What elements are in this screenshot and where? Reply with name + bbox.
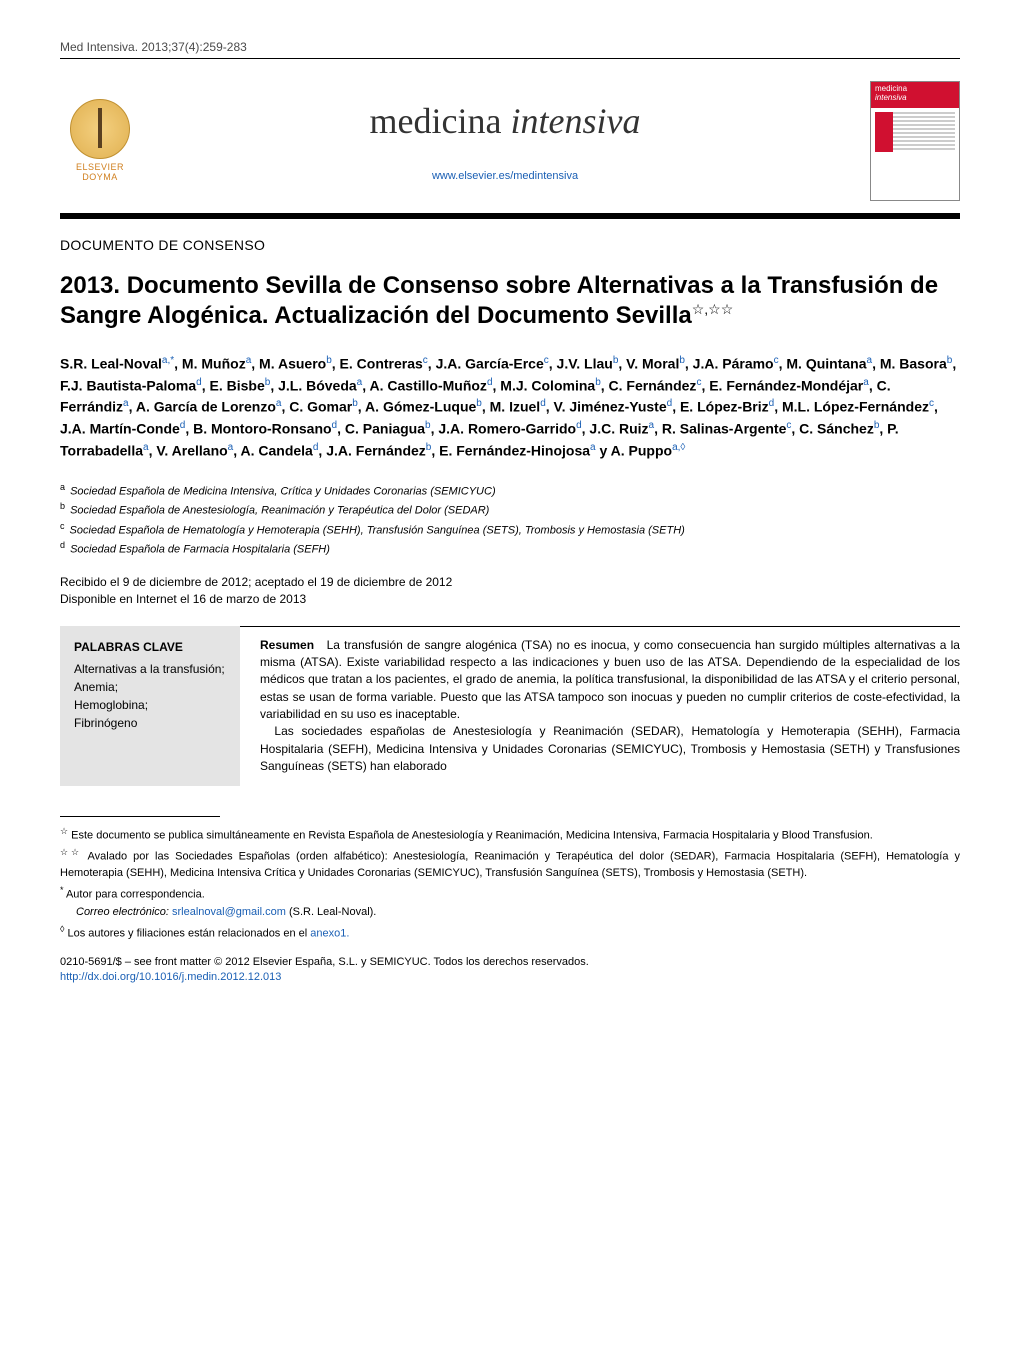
elsevier-text: ELSEVIER DOYMA (76, 163, 124, 183)
publisher-name: ELSEVIER (76, 162, 124, 172)
title-star-marks: ☆,☆☆ (692, 301, 734, 317)
article-title: 2013. Documento Sevilla de Consenso sobr… (60, 271, 960, 331)
footnote-corr: * Autor para correspondencia. (60, 884, 960, 904)
footnote-star1: ☆ Este documento se publica simultáneame… (60, 825, 960, 845)
article-title-text: 2013. Documento Sevilla de Consenso sobr… (60, 272, 938, 329)
footnote-anexo-link[interactable]: anexo1. (310, 928, 349, 940)
dates-block: Recibido el 9 de diciembre de 2012; acep… (60, 574, 960, 608)
footnote-corr-text: Autor para correspondencia. (66, 888, 205, 900)
footnote-star2-text: Avalado por las Sociedades Españolas (or… (60, 851, 960, 879)
affiliation-line: d Sociedad Española de Farmacia Hospital… (60, 539, 960, 558)
publisher-imprint: DOYMA (82, 172, 118, 182)
keywords-items: Alternativas a la transfusión;Anemia;Hem… (74, 660, 226, 732)
abstract-column: Resumen La transfusión de sangre alogéni… (240, 626, 960, 786)
footnotes: ☆ Este documento se publica simultáneame… (60, 825, 960, 943)
keyword-item: Anemia; (74, 678, 226, 696)
abstract-label: Resumen (260, 638, 314, 652)
footnote-diamond-text: Los autores y filiaciones están relacion… (68, 928, 311, 940)
cover-thumb-strip (875, 112, 893, 152)
copyright: 0210-5691/$ – see front matter © 2012 El… (60, 955, 960, 986)
journal-name: medicina intensiva (140, 100, 870, 142)
received-accepted: Recibido el 9 de diciembre de 2012; acep… (60, 574, 960, 591)
keywords-box: PALABRAS CLAVE Alternativas a la transfu… (60, 626, 240, 786)
keyword-item: Fibrinógeno (74, 714, 226, 732)
affiliation-line: b Sociedad Española de Anestesiología, R… (60, 500, 960, 519)
abstract-p1: Resumen La transfusión de sangre alogéni… (260, 637, 960, 724)
online-date: Disponible en Internet el 16 de marzo de… (60, 591, 960, 608)
abstract-p2: Las sociedades españolas de Anestesiolog… (260, 723, 960, 775)
affiliations: a Sociedad Española de Medicina Intensiv… (60, 481, 960, 558)
cover-thumb-body (871, 108, 959, 156)
thick-rule (60, 213, 960, 219)
journal-center: medicina intensiva www.elsevier.es/medin… (140, 100, 870, 182)
authors-list: S.R. Leal-Novala,*, M. Muñoza, M. Asuero… (60, 353, 960, 461)
journal-url-link[interactable]: www.elsevier.es/medintensiva (432, 170, 578, 182)
cover-thumbnail: medicina intensiva (870, 81, 960, 201)
elsevier-tree-icon (70, 99, 130, 159)
cover-thumb-t2: intensiva (875, 93, 907, 102)
header-band: ELSEVIER DOYMA medicina intensiva www.el… (60, 73, 960, 213)
abstract-row: PALABRAS CLAVE Alternativas a la transfu… (60, 626, 960, 786)
keywords-title: PALABRAS CLAVE (74, 638, 226, 656)
affiliation-line: a Sociedad Española de Medicina Intensiv… (60, 481, 960, 500)
footnote-email-label: Correo electrónico: (76, 906, 169, 918)
cover-thumb-t1: medicina (875, 84, 907, 93)
abstract-p1-text: La transfusión de sangre alogénica (TSA)… (260, 638, 960, 722)
footnote-email: Correo electrónico: srlealnoval@gmail.co… (60, 905, 960, 921)
journal-name-italic: intensiva (510, 101, 640, 141)
header-top-rule (60, 58, 960, 59)
copyright-line: 0210-5691/$ – see front matter © 2012 El… (60, 955, 960, 970)
footnote-diamond: ◊ Los autores y filiaciones están relaci… (60, 923, 960, 943)
footnote-rule (60, 816, 220, 817)
citation-line: Med Intensiva. 2013;37(4):259-283 (60, 40, 960, 54)
footnote-star1-text: Este documento se publica simultáneament… (71, 829, 873, 841)
affiliation-line: c Sociedad Española de Hematología y Hem… (60, 520, 960, 539)
footnote-email-link[interactable]: srlealnoval@gmail.com (172, 906, 286, 918)
footnote-email-who: (S.R. Leal-Noval). (289, 906, 376, 918)
keyword-item: Hemoglobina; (74, 696, 226, 714)
journal-name-plain: medicina (370, 101, 511, 141)
keyword-item: Alternativas a la transfusión; (74, 660, 226, 678)
cover-thumb-header: medicina intensiva (871, 82, 959, 108)
doi-link[interactable]: http://dx.doi.org/10.1016/j.medin.2012.1… (60, 971, 281, 983)
section-label: DOCUMENTO DE CONSENSO (60, 237, 960, 253)
journal-url[interactable]: www.elsevier.es/medintensiva (140, 170, 870, 182)
footnote-star2: ☆☆ Avalado por las Sociedades Españolas … (60, 846, 960, 882)
elsevier-logo: ELSEVIER DOYMA (60, 91, 140, 191)
